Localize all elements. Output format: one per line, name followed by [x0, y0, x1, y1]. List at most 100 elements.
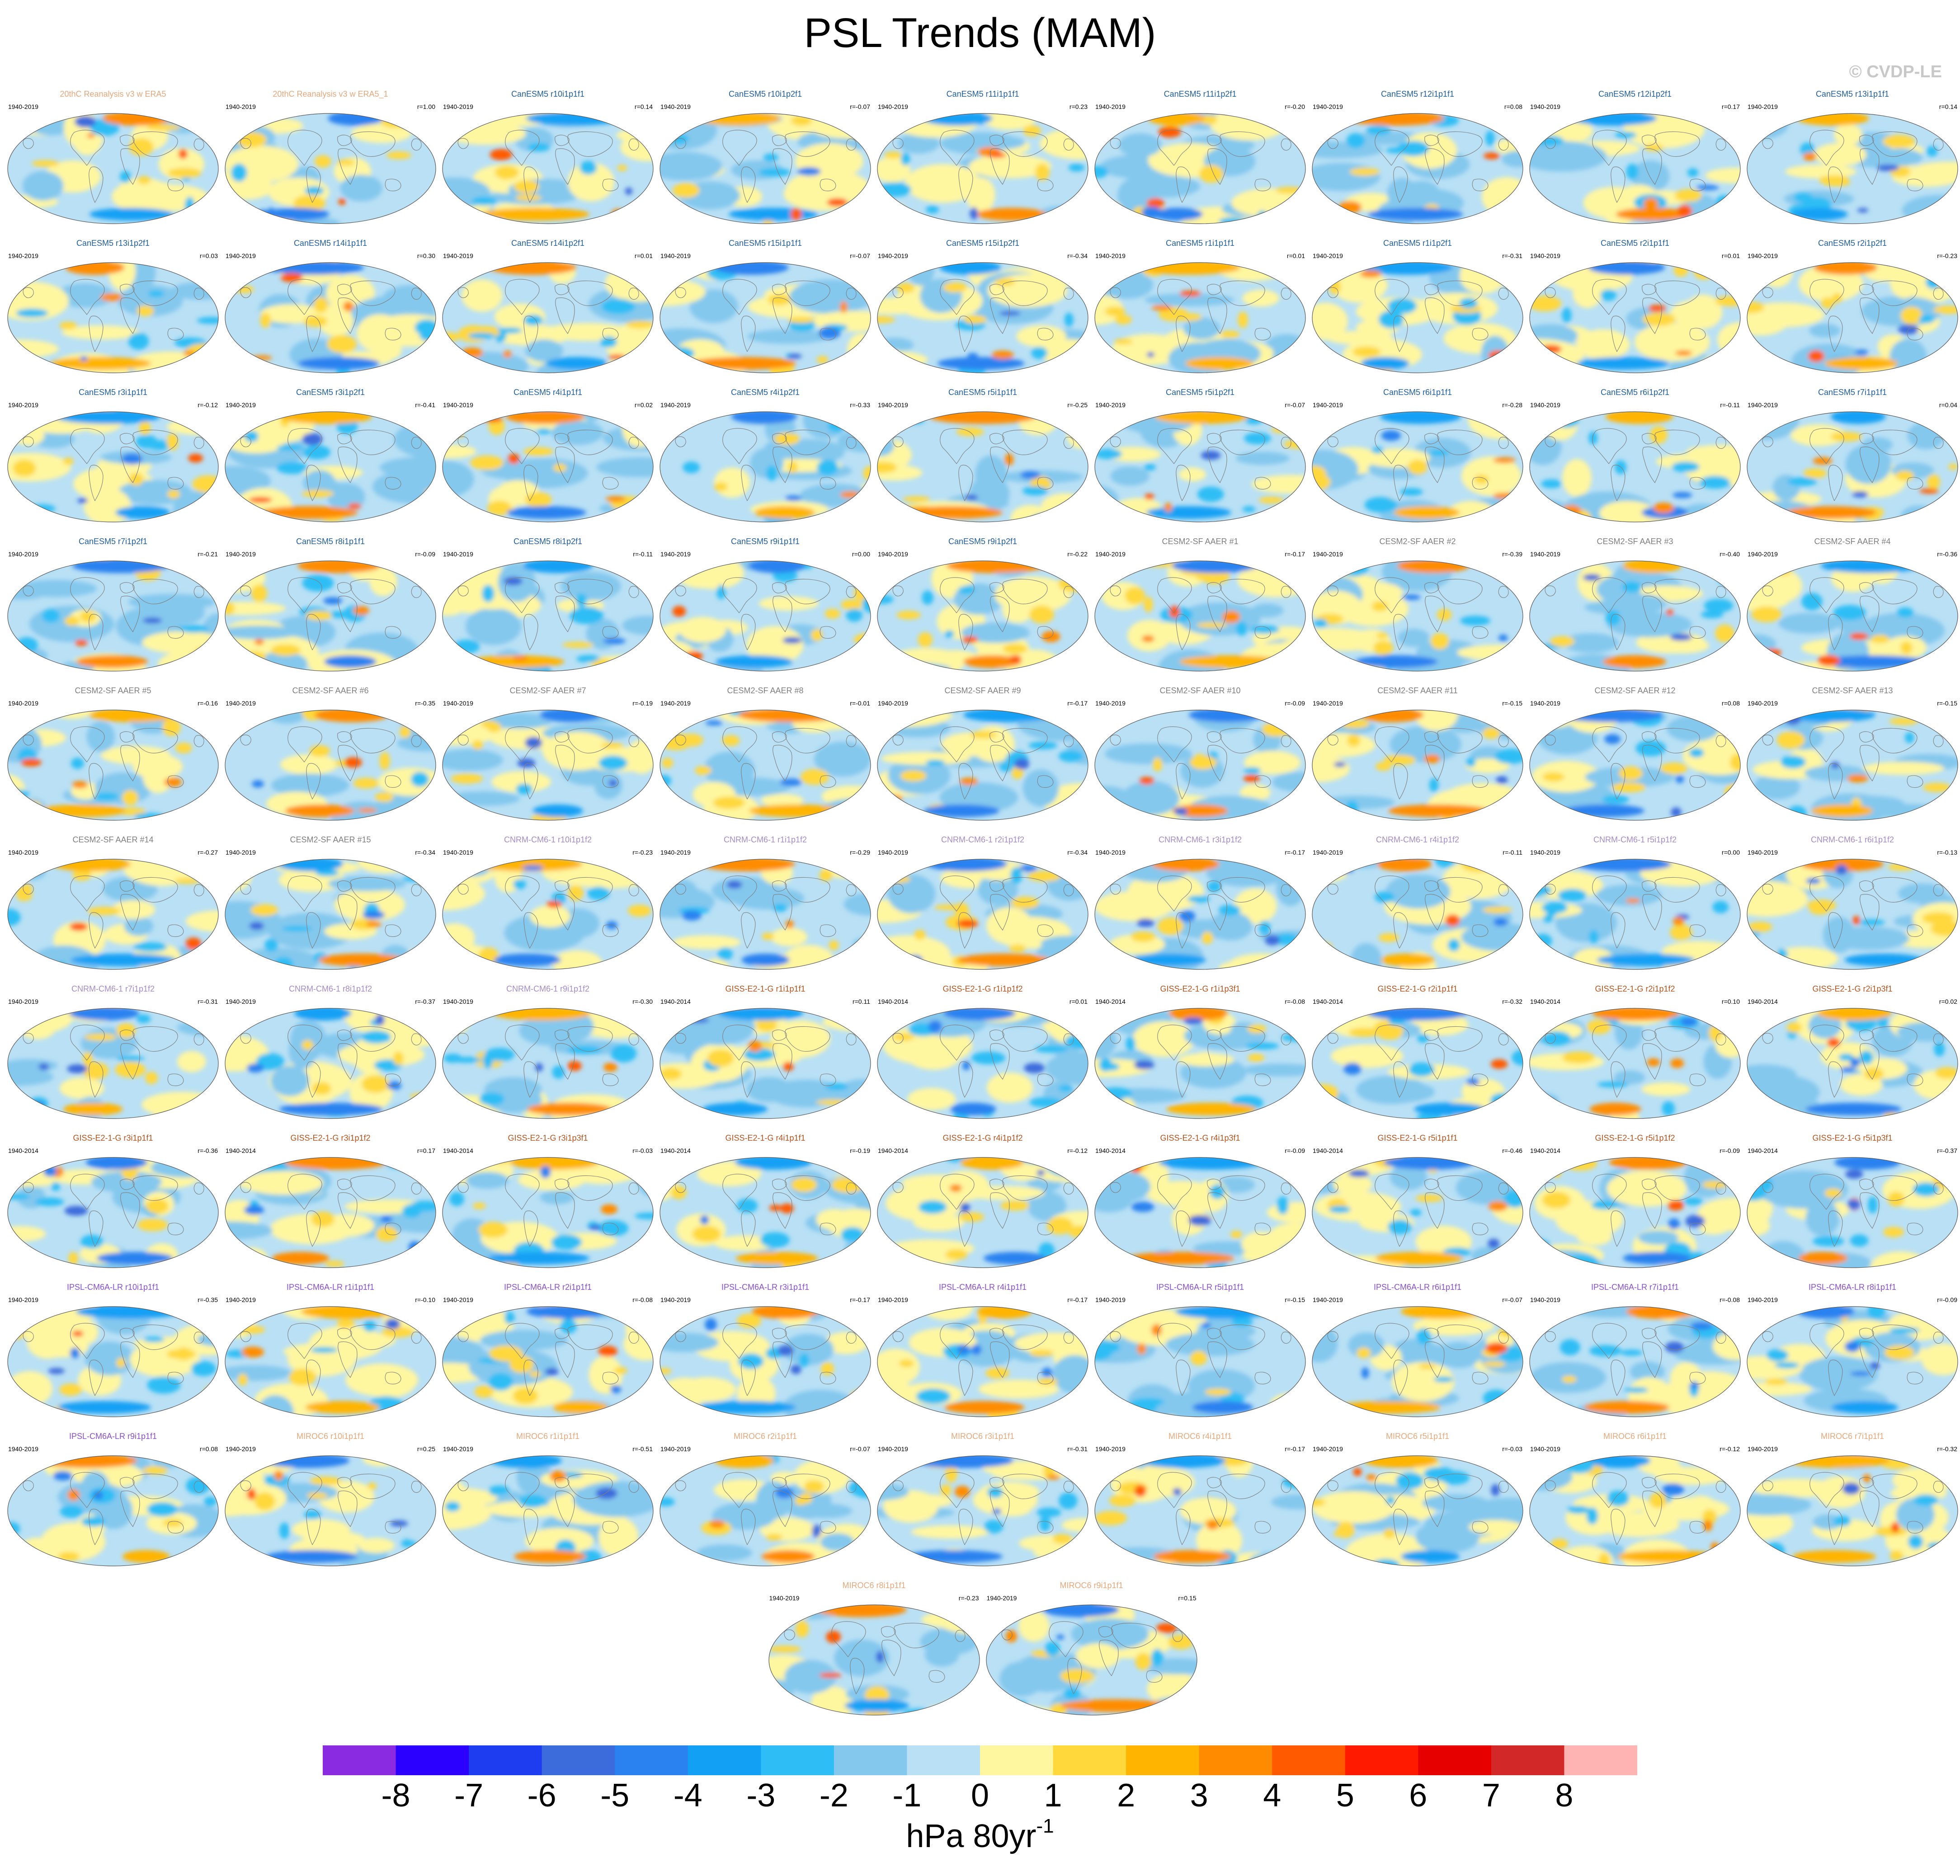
panel-period: 1940-2019: [1095, 550, 1126, 558]
map-panel: CNRM-CM6-1 r9i1p1f2 1940-2019 r=-0.30: [441, 984, 655, 1120]
panel-title: MIROC6 r4i1p1f1: [1168, 1432, 1232, 1441]
panel-period: 1940-2019: [226, 252, 256, 259]
panel-period: 1940-2019: [443, 550, 473, 558]
panel-correlation: r=-0.51: [632, 1445, 653, 1453]
colorbar-tick-label: 2: [1117, 1777, 1135, 1814]
panel-correlation: r=0.17: [1721, 103, 1740, 110]
trend-map: [1747, 1306, 1958, 1417]
panel-title: CanESM5 r4i1p1f1: [513, 388, 583, 397]
trend-map: [1529, 1455, 1741, 1566]
map-panel: IPSL-CM6A-LR r5i1p1f1 1940-2019 r=-0.15: [1093, 1283, 1307, 1418]
panel-correlation: r=-0.17: [850, 1296, 870, 1303]
trend-map: [442, 560, 654, 672]
panel-period: 1940-2019: [226, 103, 256, 110]
panel-period: 1940-2014: [226, 1147, 256, 1154]
panel-correlation: r=0.08: [1721, 700, 1740, 707]
panel-period: 1940-2019: [8, 401, 38, 409]
map-panel: CESM2-SF AAER #12 1940-2019 r=0.08: [1528, 686, 1742, 822]
panel-period: 1940-2019: [226, 550, 256, 558]
trend-map: [1094, 262, 1306, 373]
panel-period: 1940-2014: [1748, 1147, 1778, 1154]
trend-map: [1094, 1157, 1306, 1268]
panel-period: 1940-2019: [1313, 700, 1343, 707]
panel-correlation: r=-0.09: [1937, 1296, 1957, 1303]
panel-title: GISS-E2-1-G r4i1p1f2: [942, 1133, 1023, 1143]
colorbar-swatch: [761, 1745, 834, 1775]
panel-period: 1940-2019: [1530, 103, 1560, 110]
panel-correlation: r=-0.35: [198, 1296, 218, 1303]
map-panel: CanESM5 r6i1p2f1 1940-2019 r=-0.11: [1528, 388, 1742, 523]
panel-correlation: r=-0.07: [1502, 1296, 1522, 1303]
colorbar-tick-label: -5: [600, 1777, 630, 1814]
map-panel: CanESM5 r13i1p1f1 1940-2019 r=0.14: [1746, 89, 1959, 225]
panel-period: 1940-2019: [1748, 849, 1778, 856]
panel-period: 1940-2019: [660, 849, 691, 856]
map-panel: CanESM5 r8i1p2f1 1940-2019 r=-0.11: [441, 537, 655, 672]
map-panel: GISS-E2-1-G r5i1p1f2 1940-2014 r=-0.09: [1528, 1133, 1742, 1269]
panel-correlation: r=0.00: [852, 550, 870, 558]
panel-title: CESM2-SF AAER #8: [727, 686, 804, 695]
colorbar-swatch: [1126, 1745, 1200, 1775]
panel-correlation: r=-0.16: [198, 700, 218, 707]
panel-period: 1940-2019: [660, 1445, 691, 1453]
map-panel: GISS-E2-1-G r3i1p1f2 1940-2014 r=0.17: [224, 1133, 437, 1269]
map-panel: CESM2-SF AAER #8 1940-2019 r=-0.01: [659, 686, 872, 822]
panel-period: 1940-2019: [443, 401, 473, 409]
panel-title: 20thC Reanalysis v3 w ERA5: [60, 89, 166, 99]
trend-map: [985, 1604, 1197, 1716]
trend-map: [1094, 1008, 1306, 1119]
panel-period: 1940-2019: [660, 550, 691, 558]
trend-map: [1747, 710, 1958, 821]
trend-map: [1529, 710, 1741, 821]
panel-correlation: r=-0.27: [198, 849, 218, 856]
colorbar-swatch: [1418, 1745, 1492, 1775]
trend-map: [7, 1306, 219, 1417]
panel-correlation: r=-0.11: [1503, 849, 1522, 856]
trend-map: [442, 411, 654, 522]
colorbar-tick-label: -2: [819, 1777, 848, 1814]
colorbar-swatch: [615, 1745, 688, 1775]
panel-title: CNRM-CM6-1 r3i1p1f2: [1158, 835, 1242, 844]
trend-map: [7, 1455, 219, 1566]
map-panel: CESM2-SF AAER #11 1940-2019 r=-0.15: [1311, 686, 1524, 822]
trend-map: [7, 113, 219, 224]
panel-period: 1940-2019: [878, 849, 908, 856]
panel-title: CanESM5 r2i1p2f1: [1818, 239, 1887, 248]
map-panel: CNRM-CM6-1 r7i1p1f2 1940-2019 r=-0.31: [6, 984, 220, 1120]
panel-correlation: r=-0.07: [850, 252, 870, 259]
panel-title: MIROC6 r6i1p1f1: [1603, 1432, 1667, 1441]
map-panel: IPSL-CM6A-LR r6i1p1f1 1940-2019 r=-0.07: [1311, 1283, 1524, 1418]
panel-period: 1940-2019: [769, 1594, 800, 1602]
colorbar-swatch: [907, 1745, 980, 1775]
panel-title: CNRM-CM6-1 r4i1p1f2: [1376, 835, 1460, 844]
panel-period: 1940-2014: [660, 998, 691, 1005]
map-panel: MIROC6 r3i1p1f1 1940-2019 r=-0.31: [876, 1432, 1089, 1567]
panel-title: CanESM5 r3i1p1f1: [78, 388, 148, 397]
map-panel: GISS-E2-1-G r1i1p1f1 1940-2014 r=0.11: [659, 984, 872, 1120]
map-panel: MIROC6 r7i1p1f1 1940-2019 r=-0.32: [1746, 1432, 1959, 1567]
trend-map: [1747, 1455, 1958, 1566]
panel-correlation: r=0.00: [1721, 849, 1740, 856]
map-panel: IPSL-CM6A-LR r3i1p1f1 1940-2019 r=-0.17: [659, 1283, 872, 1418]
colorbar-swatch: [1491, 1745, 1564, 1775]
map-panel: IPSL-CM6A-LR r9i1p1f1 1940-2019 r=0.08: [6, 1432, 220, 1567]
colorbar-tick-label: 1: [1044, 1777, 1062, 1814]
panel-correlation: r=-0.34: [415, 849, 435, 856]
panel-correlation: r=-0.12: [1720, 1445, 1740, 1453]
trend-map: [1094, 560, 1306, 672]
panel-period: 1940-2019: [1313, 1296, 1343, 1303]
panel-title: CanESM5 r11i1p1f1: [946, 89, 1019, 99]
map-panel: CESM2-SF AAER #1 1940-2019 r=-0.17: [1093, 537, 1307, 672]
map-panel: CESM2-SF AAER #6 1940-2019 r=-0.35: [224, 686, 437, 822]
panel-correlation: r=-0.17: [1285, 1445, 1305, 1453]
panel-correlation: r=-0.11: [1720, 401, 1740, 409]
colorbar-swatch: [1199, 1745, 1272, 1775]
trend-map: [442, 1306, 654, 1417]
panel-period: 1940-2019: [8, 550, 38, 558]
panel-correlation: r=-0.12: [198, 401, 218, 409]
panel-title: CanESM5 r14i1p2f1: [511, 239, 585, 248]
panel-title: CanESM5 r15i1p2f1: [946, 239, 1020, 248]
map-panel: MIROC6 r8i1p1f1 1940-2019 r=-0.23: [768, 1581, 981, 1716]
panel-period: 1940-2019: [1530, 401, 1560, 409]
map-panel: CanESM5 r1i1p2f1 1940-2019 r=-0.31: [1311, 239, 1524, 374]
